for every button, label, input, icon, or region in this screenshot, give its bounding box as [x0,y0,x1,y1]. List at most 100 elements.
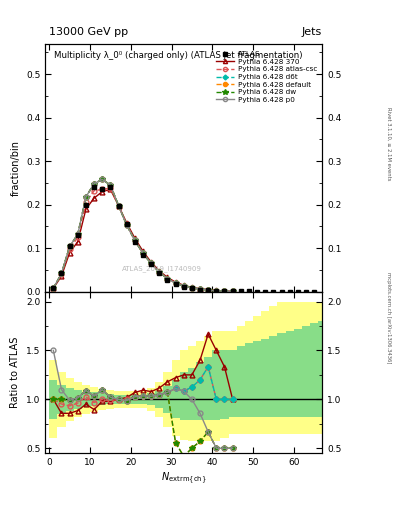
ATLAS [287,289,292,295]
Pythia 6.428 dw [189,285,194,291]
Pythia 6.428 default [230,288,235,294]
ATLAS [84,202,88,208]
Pythia 6.428 default [108,182,113,188]
Pythia 6.428 370 [181,282,186,288]
Pythia 6.428 d6t [149,261,154,267]
Pythia 6.428 atlas-csc [75,234,80,241]
Pythia 6.428 p0 [75,231,80,238]
ATLAS [141,252,145,258]
Pythia 6.428 default [149,261,154,267]
Pythia 6.428 dw [84,194,88,200]
Pythia 6.428 default [181,283,186,289]
Pythia 6.428 default [75,231,80,238]
Pythia 6.428 dw [181,283,186,289]
ATLAS [157,270,162,276]
ATLAS [206,287,211,293]
Text: ATLAS_2019_I1740909: ATLAS_2019_I1740909 [121,265,202,272]
Pythia 6.428 dw [141,250,145,257]
Pythia 6.428 default [51,285,56,291]
Pythia 6.428 370 [59,273,64,279]
Pythia 6.428 d6t [206,287,211,293]
Pythia 6.428 d6t [189,285,194,291]
Pythia 6.428 default [100,176,105,182]
ATLAS [67,243,72,249]
Pythia 6.428 dw [59,270,64,276]
Pythia 6.428 atlas-csc [157,269,162,275]
ATLAS [222,288,227,294]
Pythia 6.428 atlas-csc [59,271,64,278]
Line: Pythia 6.428 atlas-csc: Pythia 6.428 atlas-csc [51,186,235,294]
Pythia 6.428 370 [222,288,227,294]
Pythia 6.428 default [141,250,145,257]
Pythia 6.428 dw [230,288,235,294]
Pythia 6.428 d6t [198,286,202,292]
Pythia 6.428 atlas-csc [67,246,72,252]
Pythia 6.428 default [67,243,72,249]
Pythia 6.428 atlas-csc [108,185,113,191]
Pythia 6.428 p0 [149,261,154,267]
Legend: ATLAS, Pythia 6.428 370, Pythia 6.428 atlas-csc, Pythia 6.428 d6t, Pythia 6.428 : ATLAS, Pythia 6.428 370, Pythia 6.428 at… [215,50,319,104]
Pythia 6.428 default [157,269,162,275]
Pythia 6.428 dw [100,176,105,182]
Pythia 6.428 d6t [141,250,145,257]
Pythia 6.428 dw [132,237,137,243]
Pythia 6.428 370 [92,195,96,201]
Pythia 6.428 atlas-csc [149,261,154,267]
Pythia 6.428 atlas-csc [132,237,137,243]
Pythia 6.428 default [59,270,64,276]
Pythia 6.428 default [222,288,227,294]
Pythia 6.428 p0 [92,181,96,187]
Pythia 6.428 370 [132,235,137,241]
Pythia 6.428 d6t [59,270,64,276]
Pythia 6.428 d6t [51,285,56,291]
ATLAS [255,288,259,294]
Pythia 6.428 dw [116,202,121,208]
ATLAS [92,184,96,190]
Pythia 6.428 d6t [181,283,186,289]
Y-axis label: fraction/bin: fraction/bin [10,140,20,196]
ATLAS [189,285,194,291]
Pythia 6.428 p0 [141,250,145,257]
Y-axis label: Ratio to ATLAS: Ratio to ATLAS [10,337,20,408]
Pythia 6.428 p0 [206,287,211,293]
Pythia 6.428 p0 [214,288,219,294]
Pythia 6.428 p0 [108,182,113,188]
Pythia 6.428 370 [141,248,145,254]
Pythia 6.428 370 [124,220,129,226]
Pythia 6.428 p0 [67,243,72,249]
Pythia 6.428 dw [157,269,162,275]
Pythia 6.428 dw [108,182,113,188]
Pythia 6.428 atlas-csc [214,288,219,294]
Pythia 6.428 dw [92,181,96,187]
Pythia 6.428 dw [173,280,178,286]
ATLAS [271,289,276,295]
Pythia 6.428 370 [206,287,211,293]
Pythia 6.428 d6t [230,288,235,294]
Line: ATLAS: ATLAS [51,185,316,294]
Text: Rivet 3.1.10, ≥ 2.1M events: Rivet 3.1.10, ≥ 2.1M events [386,106,391,180]
Pythia 6.428 default [189,285,194,291]
Pythia 6.428 d6t [92,181,96,187]
Pythia 6.428 370 [51,285,56,291]
Pythia 6.428 d6t [157,269,162,275]
ATLAS [263,289,268,295]
Pythia 6.428 default [165,275,170,282]
Pythia 6.428 p0 [132,237,137,243]
Pythia 6.428 atlas-csc [141,250,145,257]
Pythia 6.428 atlas-csc [51,285,56,291]
Pythia 6.428 default [206,287,211,293]
Line: Pythia 6.428 370: Pythia 6.428 370 [51,187,235,294]
Pythia 6.428 atlas-csc [222,288,227,294]
Pythia 6.428 default [214,288,219,294]
Pythia 6.428 dw [124,222,129,228]
Pythia 6.428 d6t [124,222,129,228]
Pythia 6.428 370 [149,259,154,265]
Pythia 6.428 370 [189,284,194,290]
Line: Pythia 6.428 d6t: Pythia 6.428 d6t [51,177,235,293]
Pythia 6.428 atlas-csc [173,280,178,286]
ATLAS [51,285,56,291]
Pythia 6.428 p0 [51,285,56,291]
ATLAS [165,276,170,283]
Pythia 6.428 p0 [222,288,227,294]
Pythia 6.428 d6t [84,194,88,200]
